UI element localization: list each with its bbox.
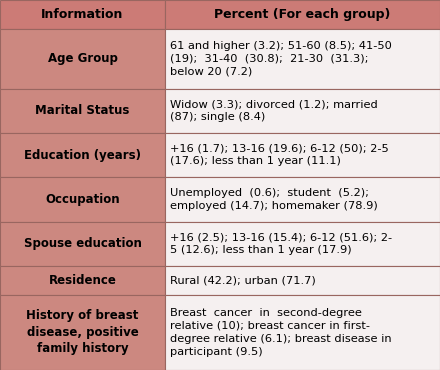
Bar [0, 29, 165, 89]
Bar [165, 266, 440, 295]
Bar [0, 295, 165, 370]
Text: Residence: Residence [48, 274, 117, 287]
Text: Information: Information [41, 8, 124, 21]
Bar [0, 89, 165, 133]
Bar [165, 295, 440, 370]
Text: Percent (For each group): Percent (For each group) [214, 8, 391, 21]
Text: Widow (3.3); divorced (1.2); married
(87); single (8.4): Widow (3.3); divorced (1.2); married (87… [170, 100, 378, 122]
Text: Unemployed  (0.6);  student  (5.2);
employed (14.7); homemaker (78.9): Unemployed (0.6); student (5.2); employe… [170, 188, 378, 211]
Text: Education (years): Education (years) [24, 149, 141, 162]
Bar [0, 0, 165, 29]
Text: Spouse education: Spouse education [24, 237, 141, 250]
Bar [165, 29, 440, 89]
Text: History of breast
disease, positive
family history: History of breast disease, positive fami… [26, 309, 139, 355]
Bar [0, 177, 165, 222]
Bar [0, 133, 165, 177]
Text: Occupation: Occupation [45, 193, 120, 206]
Text: +16 (1.7); 13-16 (19.6); 6-12 (50); 2-5
(17.6); less than 1 year (11.1): +16 (1.7); 13-16 (19.6); 6-12 (50); 2-5 … [170, 144, 389, 166]
Bar [0, 222, 165, 266]
Bar [0, 266, 165, 295]
Text: Breast  cancer  in  second-degree
relative (10); breast cancer in first-
degree : Breast cancer in second-degree relative … [170, 308, 392, 357]
Bar [165, 133, 440, 177]
Text: 61 and higher (3.2); 51-60 (8.5); 41-50
(19);  31-40  (30.8);  21-30  (31.3);
be: 61 and higher (3.2); 51-60 (8.5); 41-50 … [170, 41, 392, 77]
Bar [165, 0, 440, 29]
Text: Marital Status: Marital Status [35, 104, 130, 117]
Text: +16 (2.5); 13-16 (15.4); 6-12 (51.6); 2-
5 (12.6); less than 1 year (17.9): +16 (2.5); 13-16 (15.4); 6-12 (51.6); 2-… [170, 232, 392, 255]
Bar [165, 89, 440, 133]
Bar [165, 177, 440, 222]
Text: Age Group: Age Group [48, 52, 117, 65]
Text: Rural (42.2); urban (71.7): Rural (42.2); urban (71.7) [170, 275, 316, 285]
Bar [165, 222, 440, 266]
